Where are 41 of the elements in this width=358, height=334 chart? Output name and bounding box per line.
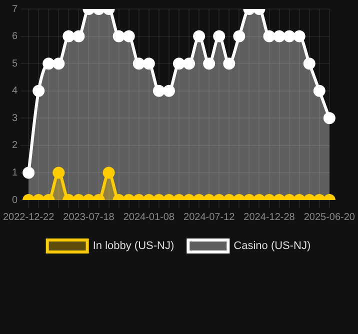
point <box>233 30 246 42</box>
x-tick-label: 2024-07-12 <box>184 212 236 223</box>
point <box>72 30 85 42</box>
point <box>142 58 155 70</box>
point <box>313 84 326 97</box>
point <box>303 58 316 70</box>
point <box>32 84 45 97</box>
point <box>132 58 145 70</box>
legend-label: In lobby (US-NJ) <box>92 240 174 252</box>
point <box>173 58 185 70</box>
point <box>193 30 206 42</box>
x-tick-label: 2024-01-08 <box>123 212 175 223</box>
y-tick-label: 1 <box>12 167 18 178</box>
point <box>112 30 125 42</box>
point <box>122 30 135 42</box>
legend-label: Casino (US-NJ) <box>234 240 311 252</box>
x-tick-label: 2025-06-20 <box>304 212 356 223</box>
point <box>323 112 336 124</box>
point <box>293 30 306 42</box>
point <box>152 84 165 97</box>
y-tick-label: 5 <box>12 58 18 70</box>
y-tick-label: 2 <box>12 140 18 152</box>
y-tick-label: 6 <box>12 31 18 42</box>
point <box>263 30 276 42</box>
y-tick-label: 7 <box>12 4 18 15</box>
y-tick-label: 0 <box>12 194 18 206</box>
y-tick-label: 4 <box>12 86 18 97</box>
point <box>213 30 226 42</box>
x-tick-label: 2022-12-22 <box>3 212 55 223</box>
point <box>203 58 216 70</box>
point <box>162 84 175 97</box>
point <box>52 58 65 70</box>
point <box>223 58 236 70</box>
x-tick-label: 2024-12-28 <box>244 212 296 223</box>
point <box>283 30 296 42</box>
point <box>42 58 55 70</box>
point <box>62 30 75 42</box>
y-tick-label: 3 <box>12 112 18 124</box>
x-tick-label: 2023-07-18 <box>63 212 115 223</box>
point <box>183 58 196 70</box>
point <box>273 30 286 42</box>
